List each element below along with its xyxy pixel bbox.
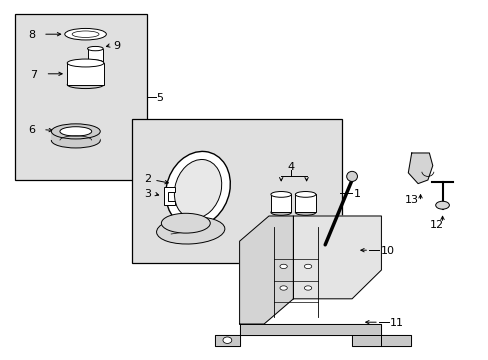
Text: 5: 5 — [156, 93, 163, 103]
Bar — [51, 131, 100, 140]
Ellipse shape — [87, 46, 103, 51]
Polygon shape — [215, 335, 239, 346]
Text: 2: 2 — [144, 174, 151, 184]
Ellipse shape — [67, 59, 104, 67]
Ellipse shape — [165, 152, 230, 226]
Ellipse shape — [304, 264, 311, 269]
Ellipse shape — [270, 192, 291, 197]
Ellipse shape — [60, 127, 92, 136]
Ellipse shape — [270, 210, 291, 215]
Ellipse shape — [51, 133, 100, 148]
Ellipse shape — [161, 213, 210, 233]
Bar — [295, 194, 315, 212]
Ellipse shape — [304, 286, 311, 290]
Polygon shape — [239, 324, 381, 335]
Bar — [270, 194, 291, 212]
Bar — [132, 119, 342, 263]
Polygon shape — [239, 216, 293, 324]
Ellipse shape — [279, 286, 287, 290]
Ellipse shape — [67, 81, 104, 89]
Bar — [67, 63, 103, 85]
Text: 1: 1 — [353, 189, 360, 199]
Ellipse shape — [223, 337, 231, 343]
Text: 3: 3 — [143, 189, 150, 199]
Text: 6: 6 — [28, 125, 35, 135]
Ellipse shape — [156, 217, 224, 244]
Text: 4: 4 — [287, 162, 294, 172]
Ellipse shape — [295, 210, 315, 215]
Ellipse shape — [87, 60, 103, 64]
Text: 12: 12 — [429, 220, 443, 230]
Text: 9: 9 — [113, 41, 120, 51]
Ellipse shape — [72, 31, 99, 37]
Bar — [15, 14, 146, 180]
Ellipse shape — [346, 171, 357, 181]
Text: 10: 10 — [380, 246, 394, 256]
Ellipse shape — [279, 264, 287, 269]
Text: 7: 7 — [30, 69, 38, 80]
Text: 8: 8 — [28, 30, 35, 40]
Ellipse shape — [174, 159, 221, 219]
PathPatch shape — [163, 187, 174, 205]
Text: 11: 11 — [389, 318, 404, 328]
Bar — [87, 49, 103, 62]
Polygon shape — [407, 153, 432, 184]
Ellipse shape — [295, 192, 315, 197]
Ellipse shape — [435, 201, 448, 209]
Text: 13: 13 — [404, 195, 418, 205]
Ellipse shape — [51, 124, 100, 139]
Polygon shape — [293, 216, 381, 299]
Polygon shape — [351, 335, 410, 346]
Ellipse shape — [64, 28, 106, 40]
